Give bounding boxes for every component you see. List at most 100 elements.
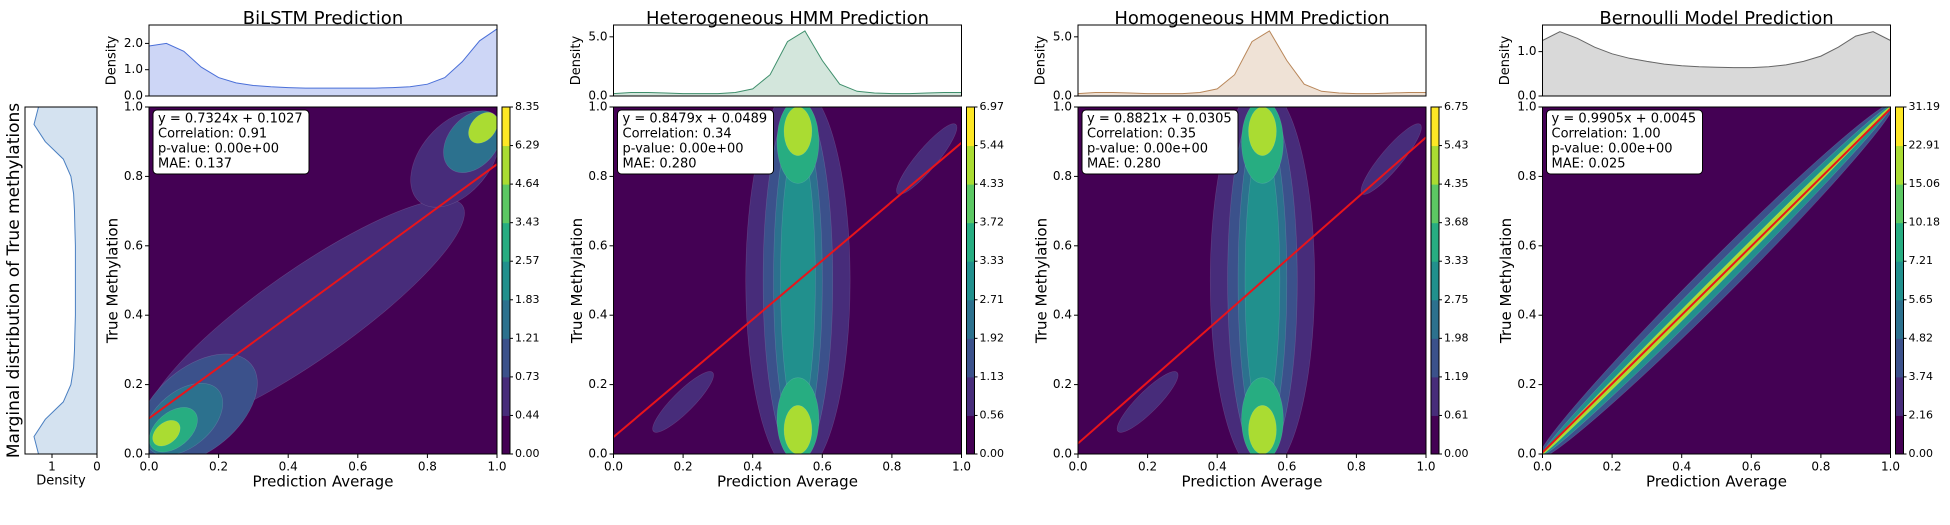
colorbar-tick-label: 1.21 — [515, 331, 540, 344]
colorbar-band — [1431, 376, 1439, 416]
kde-plot — [1078, 107, 1426, 454]
annotation-text: MAE: 0.280 — [1087, 157, 1161, 172]
panel-title: Homogeneous HMM Prediction — [1114, 8, 1389, 29]
colorbar-band — [1431, 299, 1439, 339]
colorbar-tick-label: 6.97 — [980, 100, 1005, 113]
annotation-text: p-value: 0.00e+00 — [623, 142, 744, 157]
marginal-y-tick-label: 0.0 — [124, 89, 143, 103]
marginal-y-tick-label: 2.0 — [124, 36, 143, 50]
y-tick-label: 0.8 — [124, 169, 143, 183]
density-contour — [468, 112, 497, 144]
annotation-text: y = 0.8479x + 0.0489 — [623, 112, 768, 127]
y-tick-label: 0.0 — [588, 447, 607, 461]
y-tick-label: 0.2 — [124, 377, 143, 391]
colorbar-frame — [1895, 106, 1904, 455]
colorbar-tick-label: 5.44 — [980, 139, 1005, 152]
colorbar-tick-label: 1.92 — [980, 331, 1005, 344]
y-tick-label: 0.0 — [1053, 447, 1072, 461]
colorbar-band — [502, 184, 510, 224]
panel-title: Heterogeneous HMM Prediction — [646, 8, 929, 29]
marginal-y-tick-label: 0.0 — [1053, 89, 1072, 103]
x-tick-label: 0.2 — [674, 460, 693, 474]
x-axis-label: Prediction Average — [1182, 473, 1323, 491]
x-tick-label: 0.8 — [882, 460, 901, 474]
colorbar-tick-label: 3.72 — [980, 216, 1005, 229]
y-tick-label: 0.4 — [1517, 308, 1536, 322]
colorbar-band — [1431, 338, 1439, 378]
x-tick-label: 0.6 — [348, 460, 367, 474]
annotation-text: p-value: 0.00e+00 — [1087, 142, 1208, 157]
colorbar-band — [1895, 184, 1904, 224]
marginal-area — [1542, 31, 1891, 97]
colorbar-frame — [966, 106, 975, 455]
annotation-box — [152, 109, 310, 175]
colorbar-band — [1895, 261, 1904, 301]
axes-frame — [613, 106, 962, 455]
colorbar-band — [1431, 222, 1439, 262]
colorbar-tick-label: 2.75 — [1444, 293, 1469, 306]
x-tick-label: 0.4 — [743, 460, 762, 474]
colorbar-band — [1431, 107, 1439, 147]
marginal-frame — [148, 24, 498, 97]
x-tick-label: 0 — [93, 460, 101, 474]
density-area — [34, 107, 97, 454]
colorbar-band — [502, 261, 510, 301]
kde-plot — [1542, 107, 1891, 454]
colorbar-tick-label: 1.13 — [980, 370, 1005, 383]
x-tick-label: 0.2 — [1603, 460, 1622, 474]
colorbar-band — [502, 299, 510, 339]
colorbar-tick-label: 3.74 — [1909, 370, 1934, 383]
annotation-text: y = 0.7324x + 0.1027 — [158, 112, 303, 127]
y-tick-label: 0.0 — [124, 447, 143, 461]
x-tick-label: 0.0 — [1068, 460, 1087, 474]
colorbar-band — [502, 107, 510, 147]
y-tick-label: 0.6 — [124, 238, 143, 252]
colorbar-tick-label: 6.75 — [1444, 100, 1469, 113]
colorbar-band — [1895, 415, 1904, 455]
y-axis-label: Marginal distribution of True methylatio… — [4, 103, 24, 458]
y-tick-label: 0.0 — [1517, 447, 1536, 461]
colorbar-band — [1431, 184, 1439, 224]
colorbar-tick-label: 3.43 — [515, 216, 540, 229]
marginal-y-label: Density — [1498, 35, 1513, 85]
x-tick-label: 1.0 — [952, 460, 971, 474]
colorbar-tick-label: 4.35 — [1444, 177, 1469, 190]
colorbar-frame — [501, 106, 511, 455]
x-tick-label: 0.8 — [1811, 460, 1830, 474]
marginal-y-tick-label: 0.0 — [1517, 89, 1536, 103]
y-tick-label: 0.2 — [588, 377, 607, 391]
axes-frame — [1077, 106, 1427, 455]
marginal-y-tick-label: 5.0 — [588, 29, 607, 43]
marginal-y-tick-label: 1.0 — [124, 62, 143, 76]
colorbar-tick-label: 31.19 — [1909, 100, 1941, 113]
y-axis-label: True Methylation — [568, 218, 586, 344]
x-axis-label: Prediction Average — [717, 473, 858, 491]
colorbar-tick-label: 6.29 — [515, 139, 540, 152]
colorbar-tick-label: 22.91 — [1909, 139, 1941, 152]
colorbar-band — [1895, 338, 1904, 378]
colorbar-tick-label: 2.71 — [980, 293, 1005, 306]
y-tick-label: 1.0 — [588, 100, 607, 114]
colorbar-tick-label: 3.33 — [1444, 254, 1469, 267]
x-tick-label: 0.6 — [813, 460, 832, 474]
x-tick-label: 0.0 — [139, 460, 158, 474]
colorbar-tick-label: 4.33 — [980, 177, 1005, 190]
colorbar-frame — [1430, 106, 1440, 455]
marginal-line — [148, 28, 498, 89]
x-tick-label: 1.0 — [1416, 460, 1435, 474]
y-tick-label: 0.8 — [1517, 169, 1536, 183]
density-contour — [1248, 405, 1277, 454]
colorbar-band — [966, 184, 975, 224]
y-tick-label: 0.4 — [588, 308, 607, 322]
x-axis-label: Density — [36, 474, 86, 489]
marginal-frame — [1542, 24, 1891, 97]
axes-frame — [1542, 106, 1891, 455]
colorbar-band — [1431, 261, 1439, 301]
colorbar-tick-label: 8.35 — [515, 100, 540, 113]
colorbar-tick-label: 1.98 — [1444, 331, 1469, 344]
colorbar-band — [502, 145, 510, 185]
y-tick-label: 0.2 — [1517, 377, 1536, 391]
colorbar-tick-label: 0.61 — [1444, 408, 1469, 421]
annotation-text: MAE: 0.025 — [1552, 157, 1626, 172]
